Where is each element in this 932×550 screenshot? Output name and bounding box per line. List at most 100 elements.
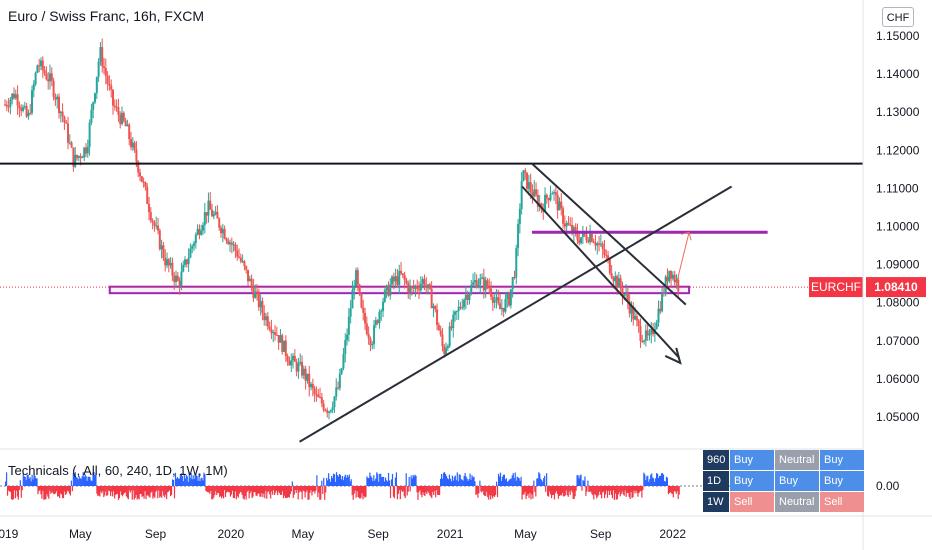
candle-body	[607, 255, 610, 259]
indicator-bar	[73, 474, 75, 486]
indicator-bar	[156, 486, 158, 491]
candle-body	[643, 340, 646, 343]
candle-body	[418, 288, 421, 291]
y-tick-label: 1.11000	[876, 181, 919, 195]
candle-body	[569, 224, 572, 226]
indicator-bar	[148, 486, 150, 497]
indicator-label[interactable]: Technicals (, All, 60, 240, 1D, 1W, 1M)	[8, 463, 228, 478]
indicator-bar	[451, 475, 453, 486]
indicator-bar	[454, 475, 456, 486]
indicator-bar	[494, 486, 496, 497]
indicator-bar	[220, 486, 222, 497]
indicator-bar	[527, 486, 529, 495]
indicator-bar	[193, 478, 195, 486]
candle-body	[61, 111, 64, 117]
candle-body	[299, 361, 302, 364]
indicator-bar	[281, 486, 284, 492]
candle-body	[157, 225, 160, 231]
currency-label[interactable]: CHF	[882, 7, 914, 27]
indicator-bar	[408, 476, 410, 486]
candle-body	[619, 278, 622, 289]
candle-body	[92, 102, 95, 110]
indicator-bar	[212, 486, 214, 500]
indicator-bar	[140, 486, 142, 495]
indicator-bar	[354, 486, 356, 491]
candle-body	[169, 262, 172, 266]
indicator-bar	[254, 486, 256, 493]
indicator-bar	[318, 486, 320, 493]
candle-body	[628, 301, 631, 314]
indicator-bar	[183, 473, 185, 486]
indicator-bar	[20, 486, 22, 498]
candle-body	[545, 194, 548, 199]
indicator-bar	[489, 486, 491, 496]
indicator-bar	[317, 486, 319, 498]
indicator-bar	[621, 486, 623, 492]
indicator-bar	[363, 486, 365, 497]
candle-body	[117, 107, 120, 115]
candle-body	[41, 60, 44, 71]
indicator-bar	[339, 474, 342, 486]
candle-body	[340, 368, 343, 374]
indicator-bar	[384, 481, 386, 486]
indicator-bar	[501, 476, 504, 486]
indicator-bar	[5, 472, 8, 486]
candle-body	[88, 122, 91, 147]
indicator-bar	[334, 481, 337, 486]
indicator-bar	[259, 486, 261, 497]
indicator-bar	[492, 486, 494, 499]
indicator-bar	[566, 486, 568, 496]
indicator-bar	[218, 486, 220, 494]
indicator-bar	[584, 476, 586, 486]
candle-body	[455, 311, 458, 313]
indicator-bar	[388, 480, 391, 486]
indicator-bar	[8, 486, 11, 492]
candle-body	[488, 286, 491, 289]
candle-body	[463, 299, 466, 308]
indicator-bar	[266, 486, 268, 499]
candle-body	[358, 284, 361, 295]
candle-body	[486, 280, 489, 287]
indicator-bar	[298, 486, 300, 493]
candle-body	[176, 275, 179, 281]
indicator-bar	[577, 475, 579, 486]
candle-body	[520, 181, 523, 209]
candle-body	[567, 223, 570, 225]
indicator-bar	[269, 486, 271, 495]
indicator-bar	[166, 486, 168, 500]
indicator-bar	[170, 486, 173, 495]
indicator-bar	[200, 478, 202, 486]
indicator-bar	[124, 486, 126, 493]
indicator-bar	[672, 486, 674, 498]
candle-body	[148, 203, 151, 213]
indicator-bar	[632, 486, 634, 498]
candle-body	[203, 212, 206, 226]
indicator-bar	[452, 480, 454, 486]
candle-body	[513, 277, 516, 279]
indicator-bar	[485, 486, 487, 496]
x-tick-label: 2021	[437, 527, 464, 541]
indicator-bar	[182, 481, 184, 486]
candle-body	[428, 284, 431, 289]
candle-body	[247, 269, 250, 282]
indicator-bar	[528, 486, 530, 498]
candle-body	[90, 109, 93, 123]
x-tick-label: Sep	[367, 527, 389, 541]
indicator-bar	[656, 473, 658, 486]
candle-body	[68, 142, 71, 144]
indicator-bar	[600, 486, 602, 495]
indicator-bar	[456, 472, 458, 486]
candle-body	[585, 234, 588, 241]
technicals-cell: Neutral	[775, 492, 819, 512]
indicator-bar	[237, 486, 239, 498]
indicator-bar	[271, 486, 273, 492]
indicator-bar	[346, 475, 348, 486]
indicator-bar	[675, 486, 677, 494]
candle-body	[612, 277, 615, 282]
indicator-bar	[287, 486, 289, 498]
indicator-bar	[555, 486, 558, 492]
indicator-bar	[205, 486, 207, 491]
indicator-bar	[225, 486, 228, 493]
